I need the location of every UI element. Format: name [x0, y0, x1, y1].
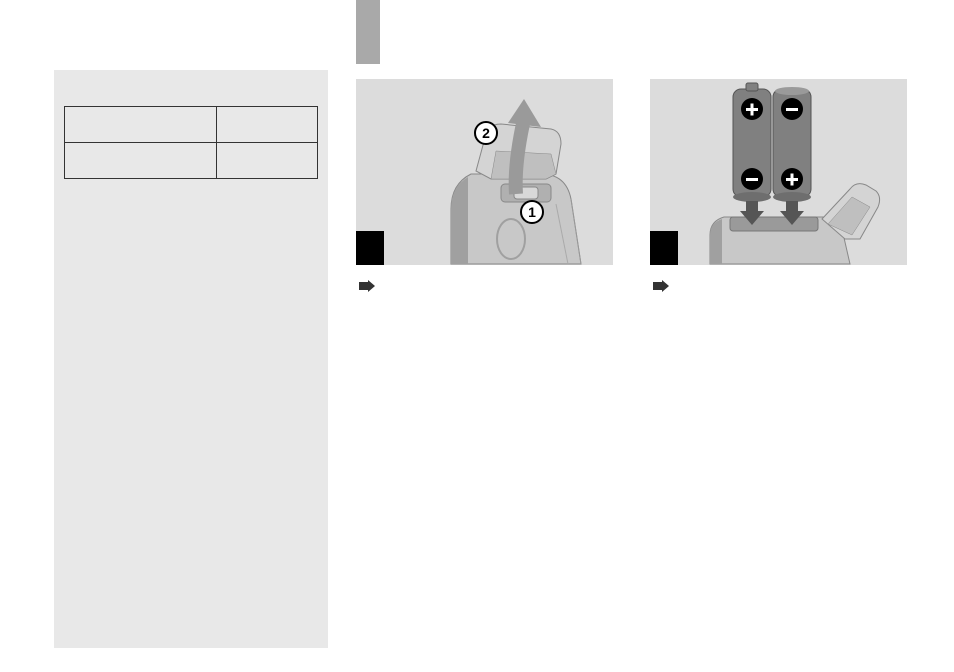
marker-1-label: 1: [528, 204, 536, 220]
step-marker-1: 1: [521, 201, 543, 223]
spec-table: [64, 106, 318, 179]
section-tab: [356, 0, 380, 64]
caption-row-2: [650, 276, 907, 296]
table-row: [65, 107, 318, 143]
cell-type-1: [65, 107, 217, 143]
step-number-box-2: [650, 231, 678, 265]
instruction-panel-2: [650, 79, 907, 265]
caption-row-1: [356, 276, 613, 296]
insert-batteries-illustration: [650, 79, 907, 265]
arrow-right-icon: [653, 280, 669, 292]
battery-2: [773, 87, 811, 202]
table-row: [65, 143, 318, 179]
battery-1: [733, 83, 771, 202]
arrow-right-icon: [359, 280, 375, 292]
step-marker-2: 2: [475, 122, 497, 144]
cell-qty-1: [216, 107, 317, 143]
marker-2-label: 2: [482, 125, 490, 141]
open-cover-illustration: 1 2: [356, 79, 613, 265]
info-sidebar: [54, 70, 328, 648]
cell-type-2: [65, 143, 217, 179]
cell-qty-2: [216, 143, 317, 179]
step-number-box-1: [356, 231, 384, 265]
instruction-panel-1: 1 2: [356, 79, 613, 265]
